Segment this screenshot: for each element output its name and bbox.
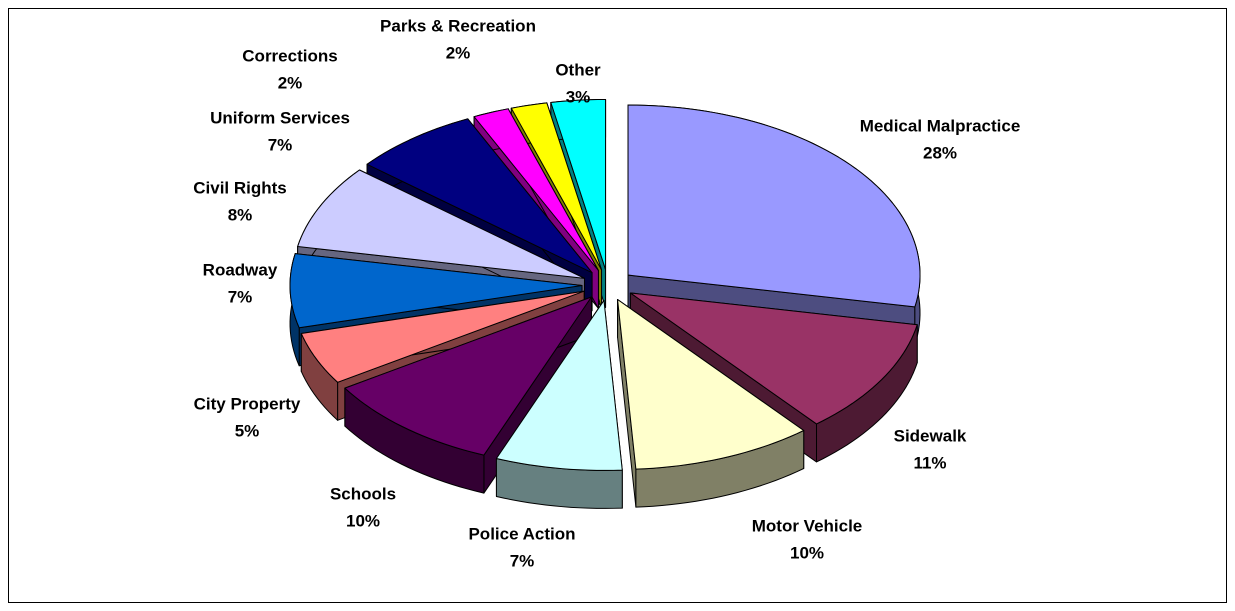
data-label-value: 2% — [446, 43, 471, 62]
data-label-name: Motor Vehicle — [752, 516, 863, 535]
data-label-name: Sidewalk — [894, 426, 967, 445]
data-label-name: Police Action — [468, 524, 575, 543]
slice-top — [344, 296, 592, 456]
data-label-value: 2% — [278, 73, 303, 92]
data-label-value: 11% — [913, 453, 946, 472]
data-label-value: 10% — [790, 543, 824, 562]
slice-top — [297, 169, 585, 279]
data-label-value: 8% — [228, 205, 253, 224]
slice-top — [627, 104, 921, 308]
pie-slice — [617, 299, 805, 508]
data-label-value: 3% — [566, 87, 591, 106]
slice-top — [300, 290, 585, 383]
pie-slice — [495, 299, 623, 509]
data-label-name: Corrections — [242, 46, 337, 65]
data-label-name: Uniform Services — [210, 108, 350, 127]
data-label-name: Roadway — [203, 260, 278, 279]
data-label-value: 7% — [228, 287, 253, 306]
data-label-value: 28% — [923, 143, 957, 162]
slice-top — [366, 118, 593, 274]
data-label-value: 7% — [268, 135, 293, 154]
data-label-name: Civil Rights — [193, 178, 287, 197]
data-label-name: City Property — [194, 394, 301, 413]
slice-top — [495, 299, 623, 471]
data-label-value: 5% — [235, 421, 260, 440]
data-label-name: Medical Malpractice — [860, 116, 1021, 135]
slice-top — [289, 253, 583, 329]
data-label-name: Schools — [330, 484, 396, 503]
data-label-value: 7% — [510, 551, 535, 570]
data-label-name: Other — [555, 60, 601, 79]
slice-top — [629, 292, 918, 425]
data-label-value: 10% — [346, 511, 380, 530]
slice-top — [473, 108, 599, 271]
slice-top — [510, 102, 603, 271]
slice-top — [617, 299, 805, 470]
slice-top — [550, 98, 607, 270]
data-label-name: Parks & Recreation — [380, 16, 536, 35]
